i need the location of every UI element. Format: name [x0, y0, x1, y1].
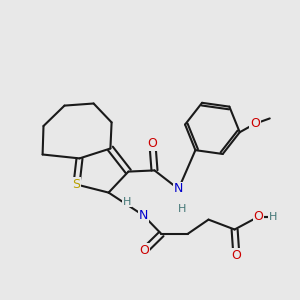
Text: O: O — [140, 244, 149, 257]
Text: N: N — [139, 209, 148, 222]
Text: H: H — [178, 203, 187, 214]
Text: O: O — [254, 210, 263, 223]
Text: O: O — [148, 137, 157, 150]
Text: O: O — [250, 117, 260, 130]
Text: O: O — [232, 249, 241, 262]
Text: H: H — [269, 212, 277, 222]
Text: S: S — [73, 178, 80, 191]
Text: H: H — [122, 196, 131, 207]
Text: N: N — [174, 182, 183, 196]
